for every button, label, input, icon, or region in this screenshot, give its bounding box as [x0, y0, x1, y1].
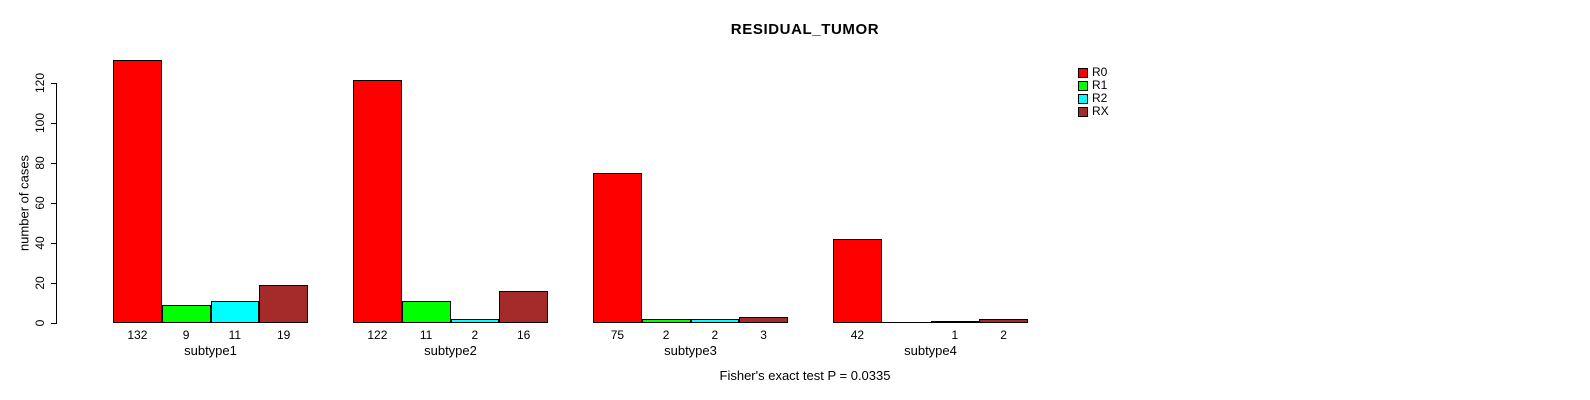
- bar-r1-subtype2: [401, 301, 451, 323]
- bar-value-label: 42: [850, 328, 865, 342]
- y-tick-label: 100: [33, 112, 47, 133]
- y-axis-title: number of cases: [16, 154, 32, 252]
- bar-value-label: 75: [610, 328, 625, 342]
- bar-value-label: 11: [228, 328, 242, 342]
- bar-r2-subtype4: [930, 321, 980, 323]
- bar-value-label: 122: [367, 328, 388, 342]
- bar-value-label: 2: [662, 328, 670, 342]
- legend-label: R2: [1092, 91, 1108, 105]
- legend-row-r1: R1: [1078, 79, 1109, 92]
- legend-swatch-rx: [1078, 106, 1088, 117]
- bar-value-label: 16: [516, 328, 531, 342]
- legend-swatch-r1: [1078, 80, 1088, 91]
- category-label-subtype2: subtype2: [424, 343, 477, 358]
- bar-r0-subtype2: [353, 79, 402, 323]
- bar-rx-subtype2: [499, 291, 548, 323]
- bar-r1-subtype3: [641, 319, 691, 323]
- bar-value-label: 132: [127, 328, 148, 342]
- y-tick-label: 60: [33, 196, 47, 210]
- category-label-subtype4: subtype4: [904, 343, 957, 358]
- bar-r2-subtype3: [690, 319, 740, 323]
- y-tick: [51, 322, 57, 324]
- bar-value-label: 11: [419, 328, 433, 342]
- bar-r1-subtype1: [161, 305, 211, 323]
- y-tick-label: 120: [33, 72, 47, 94]
- legend-swatch-r2: [1078, 93, 1088, 104]
- legend-label: R0: [1092, 65, 1108, 79]
- bar-rx-subtype4: [979, 319, 1028, 323]
- legend-row-r0: R0: [1078, 66, 1109, 79]
- y-tick-label: 80: [33, 156, 47, 170]
- bar-value-label: 2: [1000, 328, 1007, 342]
- y-tick: [51, 202, 57, 204]
- bar-rx-subtype1: [259, 285, 308, 323]
- bar-rx-subtype3: [739, 317, 788, 323]
- bar-r0-subtype1: [113, 59, 162, 323]
- y-tick-label: 0: [33, 319, 47, 326]
- y-tick: [51, 162, 57, 164]
- legend-row-r2: R2: [1078, 92, 1109, 105]
- y-tick-label: 40: [33, 235, 47, 250]
- category-label-subtype3: subtype3: [664, 343, 717, 358]
- bar-value-label: 9: [182, 328, 190, 342]
- bar-value-label: 2: [471, 328, 479, 342]
- stat-note: Fisher's exact test P = 0.0335: [719, 368, 891, 383]
- y-tick-label: 20: [33, 275, 47, 290]
- y-tick: [51, 83, 57, 84]
- legend-swatch-r0: [1078, 67, 1088, 78]
- y-tick: [51, 122, 57, 124]
- bar-value-label: 3: [760, 328, 767, 342]
- bar-r1-subtype4: [881, 322, 931, 323]
- bar-r2-subtype1: [210, 301, 260, 323]
- legend: R0 R1 R2 RX: [1078, 66, 1109, 118]
- bar-value-label: 19: [276, 328, 291, 342]
- bar-value-label: 2: [711, 328, 719, 342]
- bar-r0-subtype4: [833, 239, 882, 323]
- y-tick: [51, 242, 57, 244]
- legend-label: RX: [1092, 104, 1109, 118]
- bar-value-label: 1: [951, 328, 959, 342]
- legend-row-rx: RX: [1078, 105, 1109, 118]
- category-label-subtype1: subtype1: [184, 343, 237, 358]
- bar-r0-subtype3: [593, 173, 642, 323]
- legend-label: R1: [1092, 78, 1108, 92]
- y-tick: [51, 282, 57, 284]
- bar-r2-subtype2: [450, 319, 500, 323]
- chart-title: RESIDUAL_TUMOR: [730, 21, 880, 38]
